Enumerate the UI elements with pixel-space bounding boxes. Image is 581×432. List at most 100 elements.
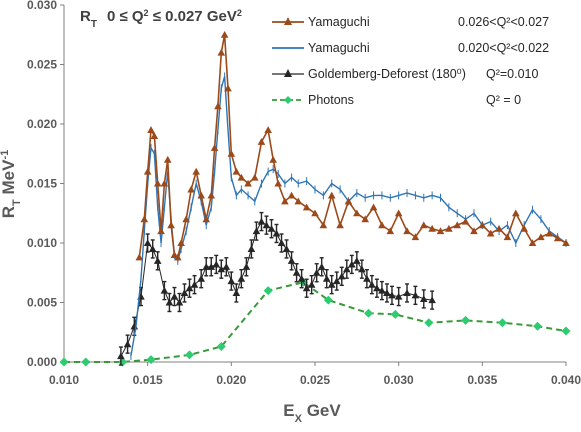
data-point: [177, 239, 185, 247]
data-point: [445, 224, 453, 232]
data-point: [117, 352, 125, 360]
data-point: [503, 233, 512, 241]
data-point: [461, 315, 471, 325]
data-point: [302, 284, 311, 292]
data-point: [197, 191, 206, 199]
legend-label-series-3: Goldemberg-Deforest (180⁰): [308, 67, 466, 81]
data-point: [332, 277, 341, 285]
data-point: [411, 233, 420, 241]
data-point: [512, 209, 520, 217]
data-point: [353, 257, 361, 264]
data-point: [148, 245, 157, 252]
legend-label-series-2: Yamaguchi: [308, 41, 370, 55]
data-point: [348, 260, 356, 268]
data-point: [403, 289, 411, 297]
data-point: [528, 239, 537, 247]
data-point: [202, 215, 211, 223]
data-point: [192, 167, 200, 175]
data-point: [153, 179, 162, 187]
data-point: [160, 179, 169, 187]
data-point: [212, 260, 221, 268]
data-point: [545, 229, 554, 237]
data-point: [153, 257, 162, 264]
data-point: [185, 284, 194, 292]
data-point: [150, 132, 159, 139]
y-tick-label: 0.005: [27, 296, 57, 310]
data-point: [336, 221, 344, 229]
legend-range-series-2: 0.020<Q²<0.022: [458, 41, 549, 55]
data-point: [292, 268, 301, 276]
legend-entry-yamaguchi-b: Yamaguchi 0.020<Q²<0.022: [272, 41, 549, 55]
data-point: [197, 274, 206, 282]
data-point: [267, 224, 276, 232]
data-point: [257, 217, 266, 225]
data-point: [232, 167, 241, 175]
data-point: [562, 239, 570, 247]
series-line: [64, 281, 567, 363]
x-tick-label: 0.030: [384, 373, 414, 387]
data-point: [312, 268, 321, 276]
data-point: [411, 291, 420, 299]
data-point: [232, 289, 241, 297]
data-point: [180, 289, 189, 297]
data-point: [185, 350, 194, 360]
data-point: [419, 221, 428, 229]
data-point: [361, 215, 369, 223]
data-point: [207, 191, 216, 199]
y-tick-label: 0.020: [27, 117, 57, 131]
data-point: [264, 126, 272, 133]
data-point: [224, 84, 232, 92]
x-tick-label: 0.020: [216, 373, 246, 387]
data-point: [428, 296, 436, 304]
y-tick-label: 0.010: [27, 236, 57, 250]
data-point: [311, 209, 319, 217]
legend-label-series-1: Yamaguchi: [308, 15, 370, 29]
data-point: [394, 292, 403, 300]
series-layer: [59, 30, 571, 367]
data-point: [190, 280, 199, 288]
data-point: [262, 221, 271, 229]
data-point: [182, 215, 190, 223]
legend-entry-goldemberg: Goldemberg-Deforest (180⁰) Q²=0.010: [272, 67, 539, 81]
data-point: [257, 138, 266, 145]
data-point: [217, 265, 226, 273]
data-point: [214, 102, 222, 110]
data-point: [478, 221, 487, 229]
x-tick-label: 0.015: [133, 373, 163, 387]
data-point: [220, 30, 229, 38]
data-point: [227, 277, 236, 285]
data-point: [302, 203, 311, 211]
data-point: [553, 234, 562, 242]
x-tick-label: 0.010: [49, 373, 79, 387]
data-point: [297, 274, 306, 282]
data-point: [216, 342, 226, 352]
data-point: [386, 227, 395, 235]
series-2: [130, 72, 567, 361]
data-point: [123, 340, 132, 348]
data-point: [227, 149, 236, 157]
data-point: [165, 298, 174, 306]
y-tick-labels: 0.000 0.005 0.010 0.015 0.020 0.025 0.030: [27, 0, 64, 369]
data-point: [358, 265, 366, 273]
data-point: [242, 263, 251, 270]
data-point: [247, 245, 256, 252]
data-point: [424, 318, 434, 328]
data-point: [394, 209, 403, 217]
data-point: [281, 197, 289, 205]
legend-entry-yamaguchi-a: Yamaguchi 0.026<Q²<0.027: [272, 15, 549, 29]
data-point: [146, 355, 156, 365]
data-point: [263, 286, 273, 296]
data-point: [363, 274, 371, 282]
series-1: [135, 30, 570, 261]
data-point: [436, 227, 445, 235]
x-tick-label: 0.035: [467, 373, 497, 387]
data-point: [147, 126, 155, 133]
data-point: [143, 239, 152, 247]
x-tick-label: 0.040: [551, 373, 581, 387]
data-point: [269, 155, 277, 163]
data-point: [294, 197, 303, 205]
data-point: [143, 167, 152, 175]
data-point: [207, 263, 216, 270]
data-point: [307, 280, 316, 288]
